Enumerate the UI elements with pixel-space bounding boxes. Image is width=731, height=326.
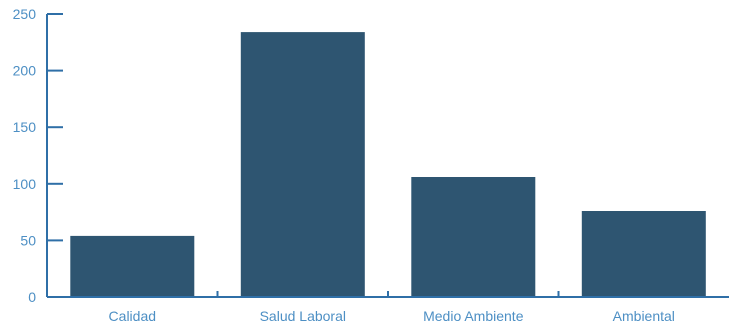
x-category-label-3: Ambiental <box>613 308 675 324</box>
y-tick-label-3: 150 <box>13 119 37 135</box>
bar-3 <box>581 211 706 297</box>
y-tick-label-4: 200 <box>13 63 37 79</box>
bar-1 <box>240 32 365 297</box>
y-axis-tick-labels: 0 50 100 150 200 250 <box>13 6 37 305</box>
y-tick-label-0: 0 <box>28 289 36 305</box>
x-axis-category-labels: Calidad Salud Laboral Medio Ambiente Ambien… <box>109 308 675 324</box>
axes-group <box>46 13 729 298</box>
bar-2 <box>411 177 536 297</box>
x-category-label-1: Salud Laboral <box>260 308 346 324</box>
x-category-label-2: Medio Ambiente <box>423 308 524 324</box>
y-tick-label-1: 50 <box>20 232 36 248</box>
y-tick-label-2: 100 <box>13 176 37 192</box>
bar-0 <box>70 235 195 297</box>
bars-group <box>70 32 706 297</box>
x-category-label-0: Calidad <box>109 308 156 324</box>
y-tick-label-5: 250 <box>13 6 37 22</box>
